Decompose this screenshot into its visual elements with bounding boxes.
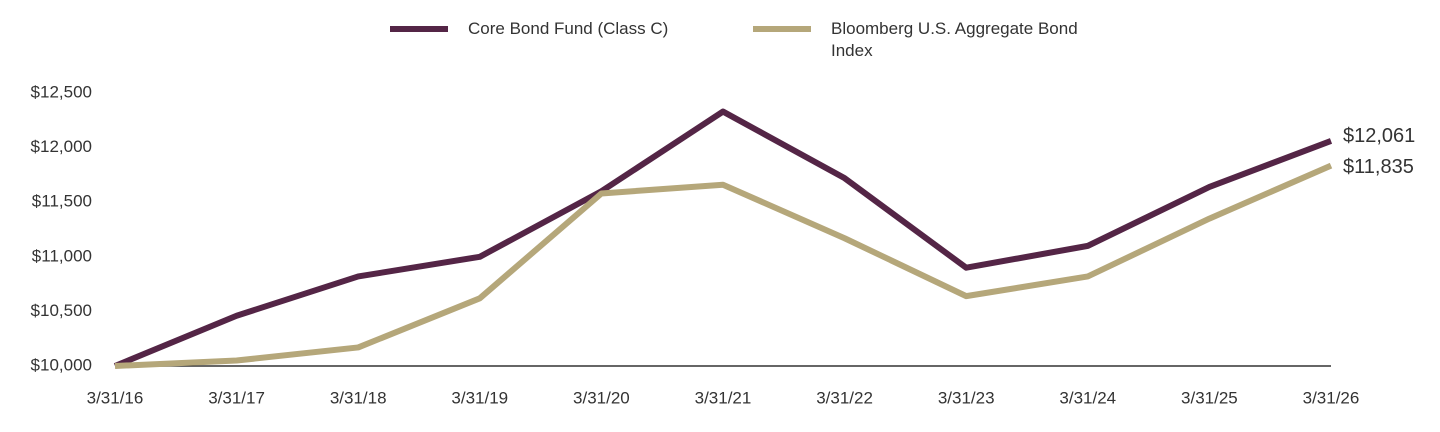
x-tick-label: 3/31/16 — [87, 388, 144, 407]
value-label: $11,835 — [1343, 156, 1414, 178]
series-line — [113, 108, 1333, 369]
x-tick-label: 3/31/19 — [451, 388, 508, 407]
y-tick-label: $11,000 — [32, 246, 92, 265]
x-tick-label: 3/31/24 — [1059, 388, 1116, 407]
y-tick-label: $12,500 — [31, 82, 92, 101]
legend-swatch — [390, 26, 448, 32]
y-tick-label: $10,500 — [31, 301, 92, 320]
x-tick-label: 3/31/20 — [573, 388, 630, 407]
series-line — [114, 162, 1333, 369]
x-tick-label: 3/31/18 — [330, 388, 387, 407]
y-tick-label: $11,500 — [32, 192, 92, 211]
value-label: $12,061 — [1343, 125, 1415, 147]
x-tick-label: 3/31/22 — [816, 388, 873, 407]
x-tick-label: 3/31/21 — [695, 388, 752, 407]
legend-swatch — [753, 26, 811, 32]
legend-item: Core Bond Fund (Class C) — [390, 18, 738, 40]
x-tick-label: 3/31/25 — [1181, 388, 1238, 407]
x-tick-label: 3/31/26 — [1303, 388, 1360, 407]
legend-item: Bloomberg U.S. Aggregate Bond Index — [753, 18, 1091, 62]
x-tick-label: 3/31/23 — [938, 388, 995, 407]
y-tick-label: $10,000 — [31, 355, 92, 374]
x-tick-label: 3/31/17 — [208, 388, 265, 407]
legend-label: Core Bond Fund (Class C) — [468, 19, 669, 38]
legend-label: Bloomberg U.S. Aggregate Bond Index — [831, 19, 1078, 60]
y-tick-label: $12,000 — [31, 137, 92, 156]
